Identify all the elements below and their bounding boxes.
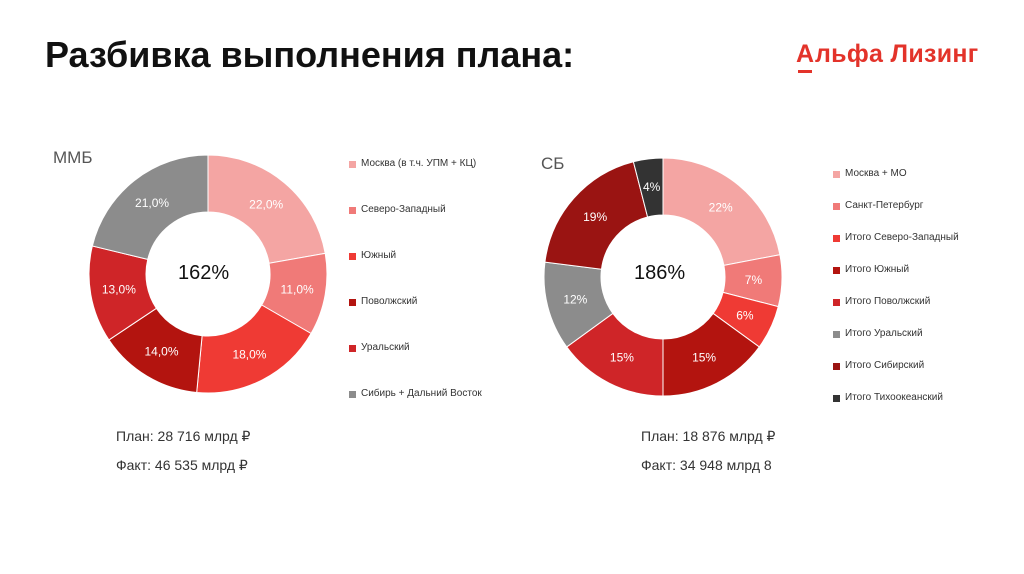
- legend-label: Итого Северо-Западный: [845, 232, 959, 243]
- legend-label: Итого Южный: [845, 264, 910, 275]
- slice-label-1: 22,0%: [249, 198, 283, 212]
- legend-mmb: Москва (в т.ч. УПМ + КЦ) Северо-Западный Ю…: [349, 157, 489, 417]
- legend-label: Москва (в т.ч. УПМ + КЦ): [361, 158, 477, 169]
- legend-label: Итого Тихоокеанский: [845, 392, 943, 403]
- slice-label-5: 15%: [610, 351, 634, 365]
- slice-8: [632, 157, 664, 218]
- slice-label-7: 19%: [583, 210, 607, 224]
- slice-label-4: 14,0%: [144, 345, 178, 359]
- slice-label-1: 22%: [709, 200, 733, 214]
- donut-chart-sb: 22% 7% 6% 15% 15% 12% 19% 4%: [543, 157, 783, 397]
- logo-underline: [798, 70, 812, 73]
- legend-label: Поволжский: [361, 296, 418, 307]
- legend-swatch: [349, 253, 356, 260]
- slice-label-3: 6%: [736, 309, 754, 323]
- slice-label-2: 7%: [745, 273, 763, 287]
- legend-swatch: [349, 345, 356, 352]
- legend-swatch: [833, 203, 840, 210]
- slice-label-6: 12%: [563, 293, 587, 307]
- legend-swatch: [833, 171, 840, 178]
- legend-label: Санкт-Петербург: [845, 200, 924, 211]
- plan-mmb: План: 28 716 млрд ₽: [116, 428, 251, 444]
- legend-label: Сибирь + Дальний Восток: [361, 388, 482, 399]
- chart-title-mmb: ММБ: [53, 148, 93, 167]
- legend-swatch: [833, 299, 840, 306]
- slice-label-2: 11,0%: [281, 283, 314, 297]
- legend-label: Итого Сибирский: [845, 360, 925, 371]
- logo-mark: А: [796, 40, 815, 68]
- slice-label-4: 15%: [692, 351, 716, 365]
- fact-sb: Факт: 34 948 млрд 8: [641, 457, 772, 473]
- fact-mmb: Факт: 46 535 млрд ₽: [116, 457, 248, 473]
- plan-sb: План: 18 876 млрд ₽: [641, 428, 776, 444]
- legend-label: Северо-Западный: [361, 204, 446, 215]
- legend-swatch: [833, 331, 840, 338]
- legend-swatch: [833, 363, 840, 370]
- legend-label: Итого Уральский: [845, 328, 923, 339]
- legend-swatch: [349, 207, 356, 214]
- legend-swatch: [349, 161, 356, 168]
- slice-label-3: 18,0%: [232, 347, 266, 361]
- logo-text: льфа Лизинг: [815, 40, 979, 68]
- legend-label: Южный: [361, 250, 397, 261]
- center-value-sb: 186%: [634, 262, 686, 284]
- slice-label-8: 4%: [643, 180, 661, 194]
- page-title: Разбивка выполнения плана:: [45, 34, 575, 75]
- slice-label-6: 21,0%: [135, 196, 169, 210]
- chart-title-sb: СБ: [541, 154, 565, 173]
- donut-chart-mmb: 22,0% 11,0% 18,0% 14,0% 13,0% 21,0%: [88, 154, 328, 394]
- legend-swatch: [833, 395, 840, 402]
- legend-label: Уральский: [361, 342, 410, 353]
- slice-1: [662, 157, 781, 266]
- slice-1: [207, 154, 326, 264]
- legend-swatch: [833, 235, 840, 242]
- alfa-leasing-logo: А льфа Лизинг: [796, 40, 986, 76]
- slice-label-5: 13,0%: [102, 283, 136, 297]
- slice-6: [91, 154, 209, 260]
- legend-swatch: [349, 391, 356, 398]
- legend-sb: Москва + МО Санкт-Петербург Итого Северо-З…: [833, 167, 983, 407]
- legend-label: Итого Поволжский: [845, 296, 931, 307]
- legend-label: Москва + МО: [845, 168, 907, 179]
- center-value-mmb: 162%: [178, 262, 230, 284]
- legend-swatch: [833, 267, 840, 274]
- legend-swatch: [349, 299, 356, 306]
